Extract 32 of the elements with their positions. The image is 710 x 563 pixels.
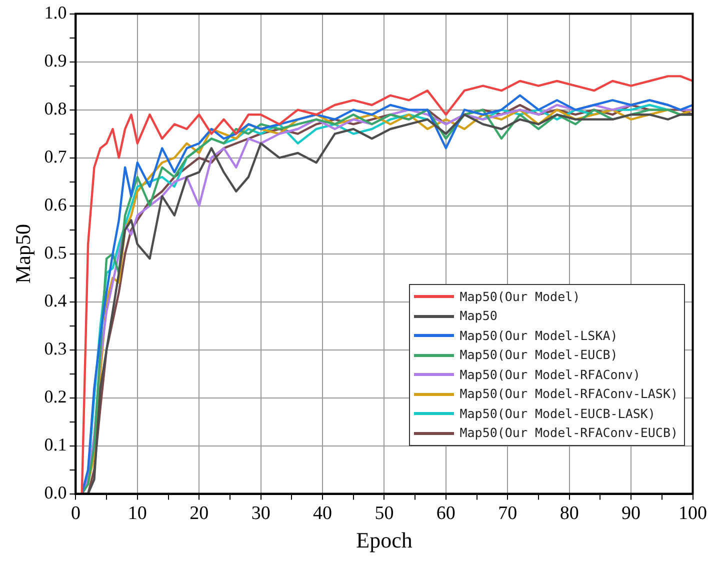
y-tick-label: 0.2 xyxy=(44,386,67,407)
x-axis-title: Epoch xyxy=(356,528,412,553)
x-tick-label: 90 xyxy=(622,503,641,524)
y-tick-label: 1.0 xyxy=(44,2,67,23)
legend-label: Map50(Our Model-EUCB) xyxy=(460,346,618,364)
y-axis-title: Map50 xyxy=(11,224,36,284)
x-tick-label: 100 xyxy=(678,503,707,524)
legend-label: Map50(Our Model-RFAConv) xyxy=(460,366,640,384)
legend-label: Map50(Our Model-RFAConv-LASK) xyxy=(460,385,678,404)
y-tick-label: 0.7 xyxy=(44,146,67,167)
x-tick-label: 0 xyxy=(70,503,80,524)
y-tick-label: 0.3 xyxy=(44,338,67,359)
y-tick-label: 0.6 xyxy=(44,194,67,215)
legend-label: Map50(Our Model) xyxy=(460,288,580,306)
x-tick-label: 40 xyxy=(313,503,332,524)
x-tick-label: 70 xyxy=(498,503,518,524)
y-tick-label: 0.8 xyxy=(44,98,67,119)
legend-label: Map50 xyxy=(460,307,498,326)
legend-label: Map50(Our Model-RFAConv-EUCB) xyxy=(460,424,678,442)
y-tick-label: 0.4 xyxy=(44,290,67,311)
x-tick-label: 80 xyxy=(560,503,579,524)
x-tick-label: 60 xyxy=(436,503,456,524)
y-tick-label: 0.9 xyxy=(44,50,67,71)
x-tick-label: 50 xyxy=(374,503,394,524)
legend-label: Map50(Our Model-EUCB-LASK) xyxy=(460,404,656,423)
x-tick-label: 10 xyxy=(128,503,147,524)
legend-label: Map50(Our Model-LSKA) xyxy=(460,326,618,345)
y-tick-label: 0.0 xyxy=(44,482,67,503)
x-tick-label: 30 xyxy=(251,503,270,524)
x-tick-label: 20 xyxy=(190,503,209,524)
y-tick-label: 0.1 xyxy=(44,434,67,455)
y-tick-label: 0.5 xyxy=(44,242,67,263)
